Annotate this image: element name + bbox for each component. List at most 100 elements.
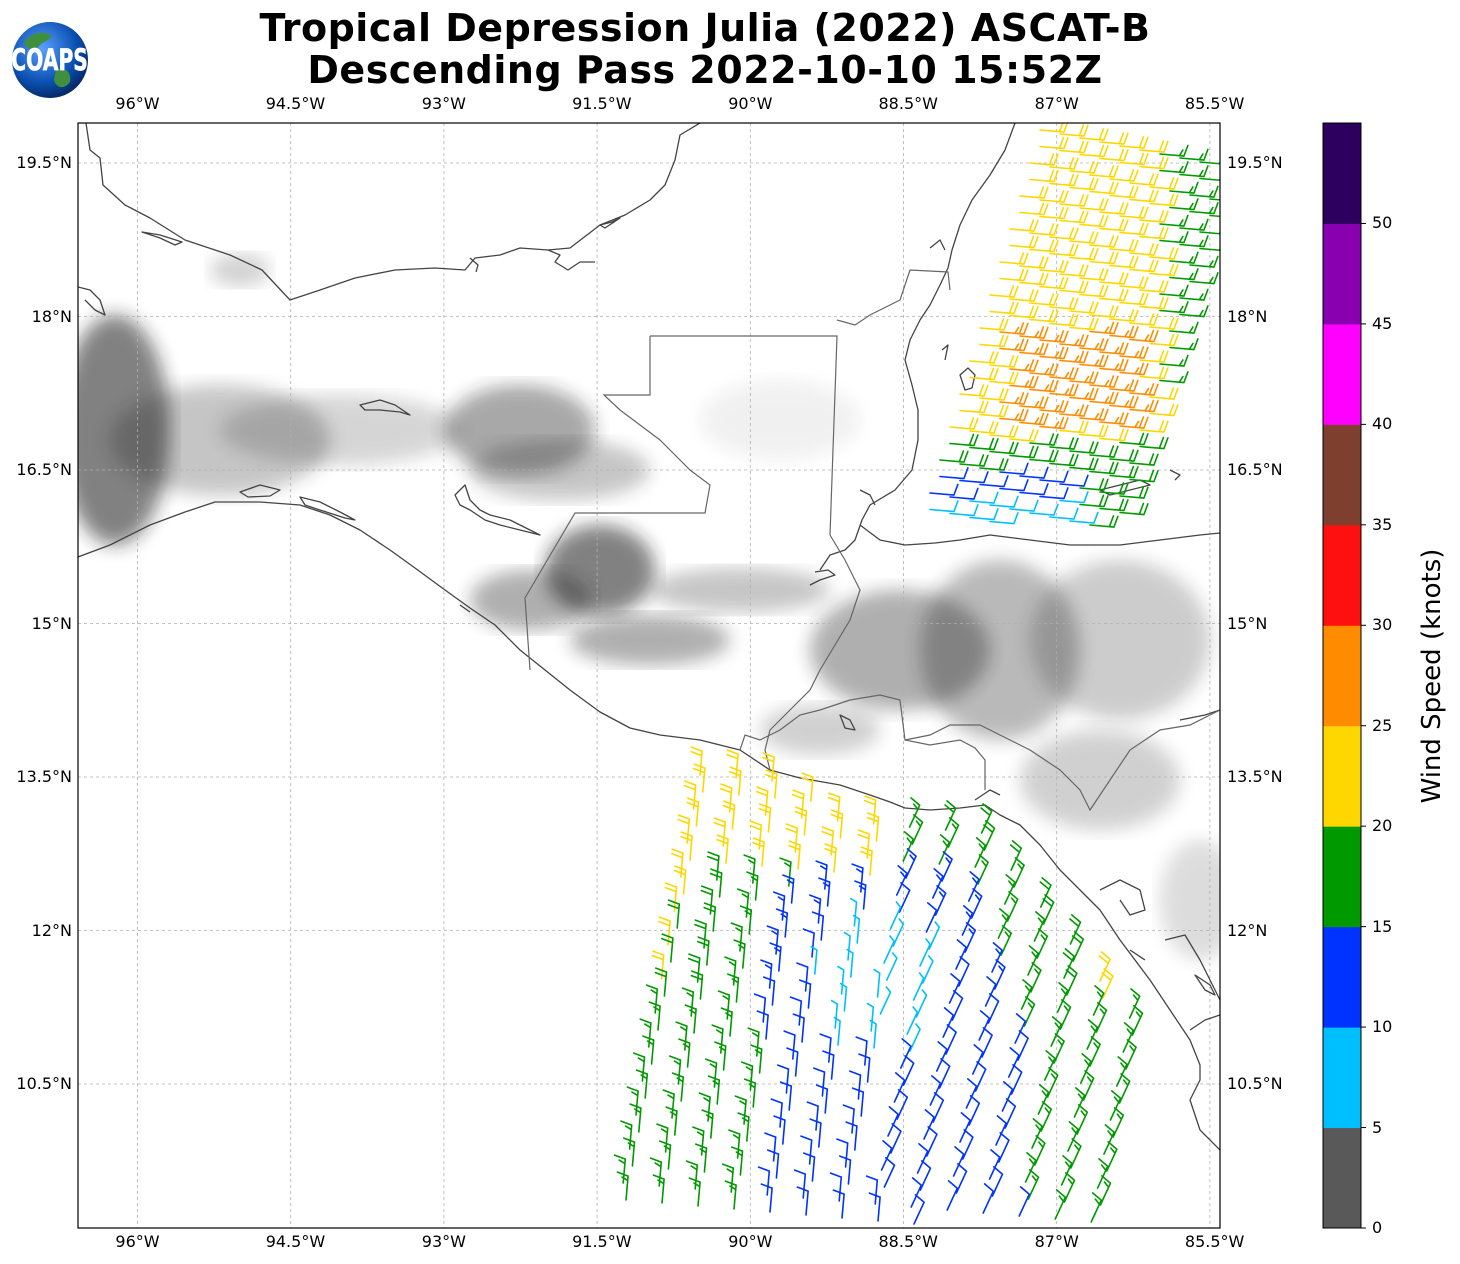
wind-barb — [1019, 202, 1049, 216]
wind-barb — [1019, 342, 1049, 356]
wind-barb — [769, 942, 782, 972]
wind-barb — [1139, 296, 1169, 310]
wind-barb — [1159, 144, 1189, 157]
wind-barb — [1089, 445, 1119, 458]
wind-barb — [983, 820, 996, 851]
wind-barb — [1042, 894, 1055, 925]
wind-barb — [1079, 494, 1109, 508]
wind-barb — [799, 979, 812, 1009]
wind-barb — [671, 1072, 685, 1102]
wind-barb — [616, 1171, 629, 1201]
wind-barb — [968, 1095, 981, 1126]
wind-barb — [1099, 288, 1129, 302]
wind-barb — [999, 479, 1029, 492]
wind-barb — [1099, 342, 1129, 355]
wind-barb — [1069, 301, 1099, 314]
lat-tick-label-right: 13.5°N — [1227, 767, 1283, 786]
lat-tick-label-right: 18°N — [1227, 306, 1268, 326]
globe-logo-icon: COAPS — [11, 22, 88, 98]
wind-barb — [1006, 891, 1019, 922]
wind-barb — [1039, 470, 1069, 483]
lat-tick-label-right: 15°N — [1227, 613, 1268, 633]
colorbar-bin — [1323, 1027, 1361, 1129]
wind-barb — [851, 1087, 865, 1117]
wind-barb — [1009, 235, 1039, 249]
wind-barb — [763, 976, 776, 1006]
wind-barb — [1089, 321, 1119, 335]
wind-barb — [926, 1126, 938, 1157]
wind-barb — [836, 1138, 849, 1168]
wind-barb — [919, 1160, 932, 1191]
wind-barb — [1119, 222, 1149, 236]
wind-barb — [1017, 1030, 1029, 1061]
wind-barb — [1109, 325, 1139, 339]
colorbar-tick-label: 5 — [1372, 1117, 1383, 1137]
wind-barb — [981, 1027, 993, 1058]
colorbar-bin — [1323, 826, 1361, 928]
wind-barb — [1131, 1005, 1144, 1036]
wind-barb — [1023, 996, 1036, 1027]
wind-barb — [913, 1194, 925, 1225]
wind-barb — [629, 1103, 642, 1133]
wind-barb — [850, 897, 858, 927]
wind-barb — [654, 967, 668, 997]
wind-barb — [822, 1050, 835, 1080]
wind-barb — [1169, 251, 1199, 264]
wind-barb — [680, 831, 693, 861]
wind-barb — [1089, 181, 1119, 195]
wind-barb — [1054, 1189, 1067, 1220]
wind-barb — [1119, 152, 1149, 166]
wind-barb — [829, 1172, 843, 1202]
wind-barb — [623, 1137, 636, 1167]
wind-barb — [1029, 309, 1059, 323]
wind-barb — [1079, 268, 1109, 281]
wind-barb — [743, 1078, 757, 1108]
lon-tick-label-bottom: 93°W — [421, 1232, 466, 1251]
wind-barb — [974, 1061, 987, 1092]
wind-barb — [1059, 420, 1089, 434]
wind-barb — [892, 918, 905, 947]
wind-barb — [756, 1010, 769, 1040]
wind-barb — [999, 268, 1029, 282]
wind-barb — [959, 454, 989, 467]
wind-barb — [794, 806, 808, 836]
wind-barb — [977, 854, 989, 885]
wind-barb — [1169, 181, 1199, 194]
wind-barb — [912, 972, 925, 1001]
wind-barb — [1129, 243, 1159, 256]
wind-barb — [1039, 400, 1069, 413]
wind-barb — [1049, 157, 1079, 170]
wind-barb — [989, 495, 1019, 508]
wind-barb — [1129, 383, 1159, 396]
wind-barb — [1129, 329, 1159, 343]
wind-barb — [692, 1126, 705, 1156]
wind-barb — [1209, 198, 1220, 201]
wind-barb — [898, 882, 911, 913]
wind-barb — [1029, 379, 1059, 393]
wind-barb — [999, 392, 1029, 405]
wind-barb — [1049, 243, 1079, 257]
wind-barb — [1069, 441, 1099, 454]
wind-barb — [949, 487, 979, 500]
wind-barb — [1119, 136, 1149, 149]
wind-barb — [1179, 148, 1209, 161]
wind-barb — [1079, 354, 1109, 368]
wind-barb — [1129, 189, 1159, 203]
colorbar-tick-label: 10 — [1372, 1017, 1393, 1037]
wind-barb — [1070, 1138, 1082, 1169]
wind-barb — [932, 1092, 945, 1123]
wind-barb — [855, 1036, 868, 1066]
wind-barb — [1209, 214, 1220, 218]
wind-barb — [733, 939, 746, 969]
wind-barb — [1119, 486, 1149, 499]
wind-barb — [1119, 206, 1149, 219]
terrain-shading — [78, 254, 1220, 960]
wind-barb — [1119, 416, 1149, 429]
lat-tick-label-left: 16.5°N — [16, 460, 72, 479]
wind-barb — [840, 982, 848, 1012]
wind-barb — [1046, 1067, 1059, 1098]
wind-barb — [1089, 391, 1119, 405]
wind-barb — [760, 959, 773, 989]
wind-barb — [989, 441, 1019, 455]
lon-tick-label-top: 85.5°W — [1184, 94, 1245, 113]
